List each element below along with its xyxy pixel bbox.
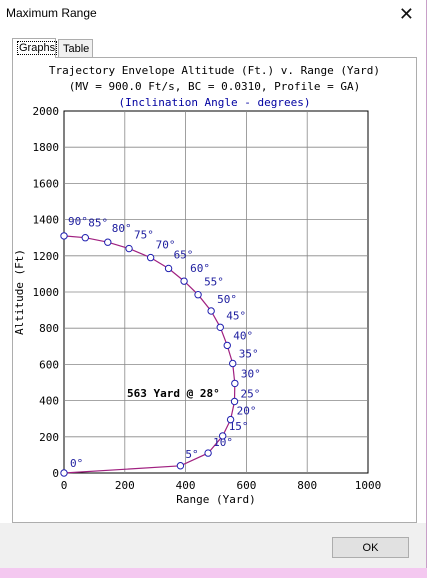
y-tick-label: 2000: [33, 105, 60, 118]
angle-label: 60°: [190, 262, 210, 275]
angle-label: 10°: [213, 436, 233, 449]
x-tick-label: 800: [297, 479, 317, 492]
data-point-marker: [104, 238, 112, 246]
angle-label: 45°: [226, 309, 246, 322]
data-point-marker: [204, 449, 212, 457]
x-tick-label: 1000: [355, 479, 382, 492]
data-point-marker: [223, 341, 231, 350]
trajectory-chart: 0 200 400 600 800 1000 1200 1400 1600 1800 2000 0 20…: [13, 105, 382, 506]
angle-label: 80°: [112, 222, 132, 235]
data-point-marker: [164, 264, 173, 273]
y-axis-label: Altitude (Ft): [13, 249, 26, 335]
angle-label: 30°: [241, 367, 261, 380]
tab-table-label: Table: [63, 43, 90, 55]
ok-button[interactable]: OK: [332, 537, 409, 558]
data-point-marker: [226, 415, 235, 424]
angle-label: 50°: [217, 293, 237, 306]
x-tick-label: 200: [115, 479, 135, 492]
y-tick-label: 1000: [33, 286, 60, 299]
max-range-annotation: 563 Yard @ 28°: [127, 387, 220, 400]
data-point-marker: [60, 232, 68, 240]
angle-label: 35°: [239, 347, 259, 360]
angle-label: 40°: [233, 329, 253, 342]
angle-label: 0°: [70, 457, 83, 470]
y-tick-label: 1600: [33, 177, 60, 190]
data-point-marker: [218, 432, 227, 440]
close-icon[interactable]: ✕: [398, 4, 414, 24]
x-axis-label: Range (Yard): [176, 493, 255, 506]
chart-subtitle: (MV = 900.0 Ft/s, BC = 0.0310, Profile =…: [68, 80, 361, 93]
angle-label: 25°: [241, 388, 261, 401]
y-tick-label: 1400: [33, 214, 60, 227]
angle-label: 85°: [88, 217, 108, 230]
tab-table[interactable]: Table: [58, 39, 93, 57]
y-tick-label: 1800: [33, 141, 60, 154]
chart-subtitle-inclination: (Inclination Angle - degrees): [118, 96, 311, 109]
data-point-marker: [229, 359, 237, 368]
window-title: Maximum Range: [6, 6, 97, 20]
y-tick-label: 800: [39, 322, 59, 335]
angle-label: 90°: [68, 215, 88, 228]
y-tick-label: 200: [39, 431, 59, 444]
y-tick-label: 400: [39, 395, 59, 408]
tab-graphs[interactable]: Graphs: [12, 38, 58, 58]
data-point-marker: [230, 397, 239, 406]
angle-label: 75°: [134, 229, 154, 242]
graph-panel: Trajectory Envelope Altitude (Ft.) v. Ra…: [12, 57, 417, 523]
data-point-marker: [231, 379, 239, 388]
angle-label: 65°: [174, 248, 194, 261]
x-tick-label: 400: [176, 479, 196, 492]
data-point-marker: [180, 277, 188, 285]
data-point-marker: [207, 307, 215, 315]
chart-title: Trajectory Envelope Altitude (Ft.) v. Ra…: [48, 64, 381, 77]
angle-label: 15°: [229, 420, 249, 433]
y-tick-label: 0: [52, 467, 59, 480]
button-bar: OK: [0, 523, 426, 568]
data-point-marker: [146, 253, 155, 262]
angle-label: 55°: [204, 276, 224, 289]
x-tick-label: 600: [236, 479, 256, 492]
x-tick-label: 0: [61, 479, 68, 492]
data-point-marker: [81, 234, 89, 242]
y-tick-label: 1200: [33, 250, 60, 263]
data-point-marker: [194, 291, 202, 299]
data-point-marker: [125, 244, 133, 253]
tab-graphs-label: Graphs: [17, 41, 58, 55]
data-point-marker: [176, 462, 185, 470]
angle-label: 5°: [185, 448, 198, 461]
title-bar: Maximum Range ✕: [0, 0, 426, 30]
angle-label: 70°: [156, 239, 176, 252]
angle-label: 20°: [237, 405, 257, 418]
data-point-marker: [216, 323, 224, 331]
y-tick-label: 600: [39, 358, 59, 371]
data-point-marker: [60, 469, 68, 477]
